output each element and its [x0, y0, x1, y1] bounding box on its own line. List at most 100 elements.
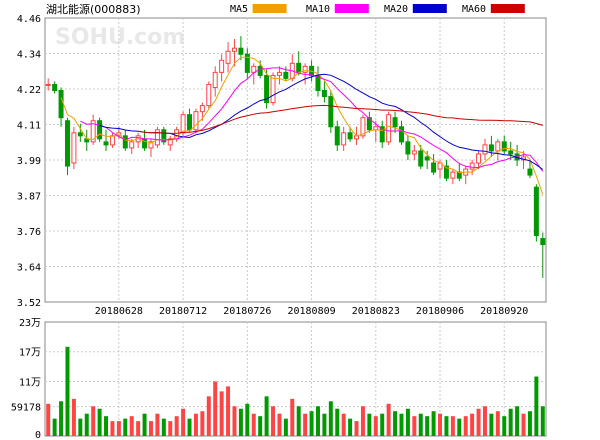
volume-bar: [187, 418, 192, 436]
volume-bar: [251, 413, 256, 436]
legend-swatch-ma60: [490, 4, 525, 13]
volume-bar: [78, 418, 83, 436]
volume-bar: [303, 413, 308, 436]
legend-swatch-ma5: [252, 4, 287, 13]
volume-bar: [521, 413, 526, 436]
candle: [206, 81, 212, 109]
volume-bar: [367, 413, 372, 436]
volume-bar: [206, 396, 211, 436]
volume-bar: [264, 396, 269, 436]
volume-bar: [110, 421, 115, 436]
ma-line-ma5: [60, 56, 544, 195]
volume-tick-label: 17万: [19, 348, 41, 359]
legend-swatch-ma10: [334, 4, 369, 13]
chart-header: 湖北能源(000883): [46, 2, 141, 16]
candle-body: [386, 114, 392, 143]
candle-body: [103, 141, 109, 146]
candle: [193, 108, 199, 133]
candle: [431, 153, 437, 176]
candle: [77, 123, 83, 142]
candle: [341, 126, 347, 151]
volume-bar: [386, 403, 391, 436]
candle-body: [495, 141, 501, 152]
volume-bar: [59, 401, 64, 436]
candle-body: [219, 59, 225, 73]
volume-bar: [296, 406, 301, 436]
volume-bar: [193, 413, 198, 436]
price-tick-label: 4.34: [17, 50, 41, 61]
candle-body: [456, 171, 462, 179]
candle-body: [360, 117, 366, 137]
candle: [109, 132, 115, 148]
price-grid: [45, 18, 546, 436]
candle-body: [443, 165, 449, 179]
candle: [360, 114, 366, 139]
volume-bar: [161, 418, 166, 436]
volume-bar: [283, 418, 288, 436]
price-tick-label: 4.22: [17, 85, 41, 96]
volume-bar: [116, 421, 121, 436]
volume-bar: [341, 413, 346, 436]
price-tick-label: 3.87: [17, 192, 41, 203]
candle: [238, 36, 244, 61]
legend: MA5 MA10 MA20 MA60: [230, 4, 525, 15]
candle: [154, 126, 160, 148]
price-tick-label: 3.99: [17, 156, 41, 167]
ma-line-ma10: [80, 67, 544, 172]
volume-bar: [71, 398, 76, 436]
volume-axis: 23万 17万 11万 59178 0: [11, 318, 41, 440]
candle-body: [64, 120, 70, 167]
volume-bar: [277, 413, 282, 436]
candlesticks: [45, 36, 546, 278]
volume-grid: [45, 351, 546, 408]
date-tick-label: 20180628: [95, 306, 143, 317]
volume-bar: [226, 386, 231, 436]
volume-bar: [129, 416, 134, 436]
candle: [64, 117, 70, 176]
volume-bar: [431, 411, 436, 436]
candle: [97, 117, 103, 142]
volume-bar: [213, 381, 218, 436]
volume-bar: [65, 346, 70, 436]
candle: [161, 126, 167, 145]
volume-bar: [515, 406, 520, 436]
volume-bar: [142, 413, 147, 436]
candle: [418, 144, 424, 170]
volume-bar: [322, 413, 327, 436]
candle-body: [71, 132, 77, 164]
candle-body: [225, 50, 231, 64]
candle-body: [90, 120, 96, 143]
candle-body: [238, 47, 244, 55]
date-tick-label: 20180712: [159, 306, 207, 317]
volume-bar: [290, 398, 295, 436]
volume-bar: [482, 406, 487, 436]
volume-bar: [97, 408, 102, 436]
volume-bar: [309, 411, 314, 436]
volume-tick-label: 59178: [11, 403, 41, 414]
legend-label-ma5: MA5: [230, 4, 248, 15]
candle-body: [392, 117, 398, 128]
candle-body: [488, 144, 494, 152]
candle-body: [334, 126, 340, 146]
candle: [540, 232, 546, 278]
candle-body: [450, 171, 456, 179]
candle-body: [77, 132, 83, 137]
date-axis: 20180628 20180712 20180726 20180809 20180823…: [95, 306, 529, 317]
candle: [45, 78, 51, 91]
candle: [187, 108, 193, 133]
candle-body: [276, 71, 282, 76]
volume-bar: [232, 406, 237, 436]
candle-body: [469, 162, 475, 170]
candle: [231, 39, 237, 67]
candle-body: [206, 83, 212, 107]
candle-body: [296, 62, 302, 73]
candle: [219, 54, 225, 82]
volume-bar: [271, 406, 276, 436]
candle: [129, 138, 135, 154]
candle-body: [270, 74, 276, 104]
candle: [212, 66, 218, 97]
volume-bar: [444, 416, 449, 436]
candle: [456, 163, 462, 182]
volume-bar: [540, 406, 545, 436]
candle: [276, 66, 282, 85]
